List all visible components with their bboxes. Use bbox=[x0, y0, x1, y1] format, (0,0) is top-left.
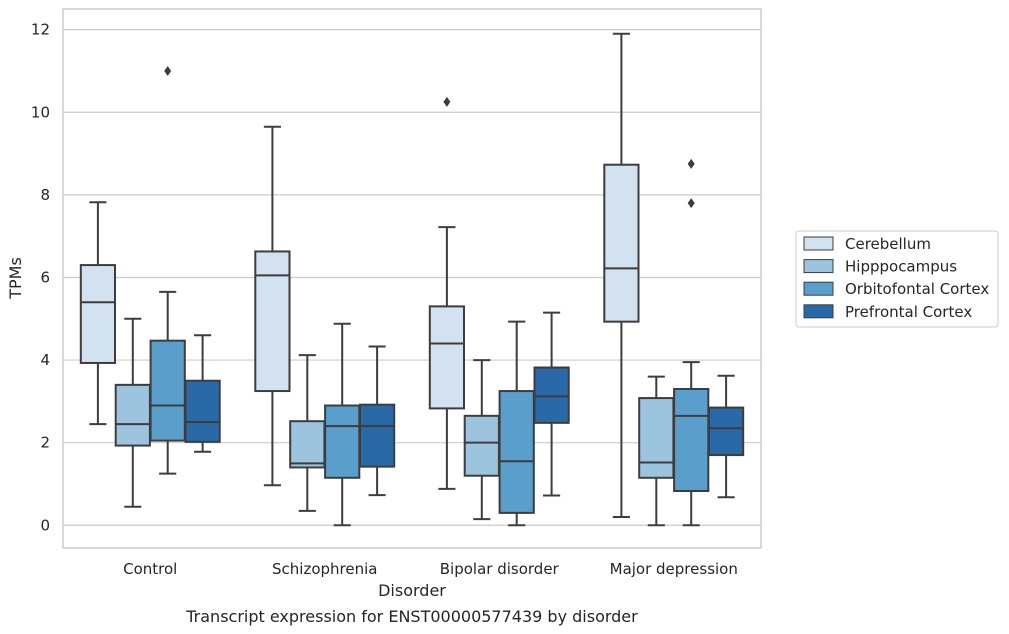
figure-caption: Transcript expression for ENST0000057743… bbox=[185, 607, 638, 626]
y-tick-label: 12 bbox=[31, 21, 50, 39]
box-hipppocampus bbox=[638, 375, 675, 527]
box-prefrontal-cortex bbox=[533, 311, 570, 497]
box bbox=[79, 264, 117, 364]
x-axis-label: Disorder bbox=[378, 581, 446, 600]
box bbox=[358, 403, 396, 468]
box bbox=[707, 406, 745, 457]
box-cerebellum bbox=[254, 125, 291, 487]
box bbox=[428, 305, 466, 410]
x-tick-label: Major depression bbox=[610, 560, 738, 578]
y-tick-label: 6 bbox=[40, 268, 50, 286]
legend-swatch bbox=[803, 259, 834, 274]
box-orbitofontal-cortex bbox=[324, 322, 361, 527]
y-tick-label: 2 bbox=[40, 434, 50, 452]
box bbox=[149, 339, 186, 442]
y-axis-label: TPMs bbox=[6, 257, 25, 300]
box bbox=[638, 397, 675, 479]
legend-swatch bbox=[803, 281, 834, 296]
box-hipppocampus bbox=[289, 354, 326, 512]
plot-frame bbox=[62, 8, 762, 549]
box bbox=[114, 383, 151, 447]
y-tick-label: 10 bbox=[31, 103, 50, 121]
y-tick-label: 4 bbox=[40, 351, 50, 369]
box bbox=[289, 420, 326, 469]
x-tick-labels: Control Schizophrenia Bipolar disorder Majo… bbox=[123, 560, 738, 578]
x-tick-label: Schizophrenia bbox=[272, 560, 377, 578]
box bbox=[498, 390, 535, 514]
box bbox=[324, 404, 361, 479]
legend-swatch bbox=[803, 304, 834, 319]
box-orbitofontal-cortex bbox=[498, 320, 535, 527]
box-hipppocampus bbox=[114, 317, 151, 508]
box-cerebellum bbox=[603, 32, 640, 519]
y-tick-label: 0 bbox=[40, 516, 50, 534]
outlier-point bbox=[687, 158, 695, 169]
box bbox=[184, 379, 221, 443]
x-tick-label: Bipolar disorder bbox=[440, 560, 560, 578]
box-prefrontal-cortex bbox=[707, 374, 745, 499]
legend-label: Cerebellum bbox=[845, 235, 931, 253]
box-hipppocampus bbox=[463, 359, 500, 521]
y-tick-label: 8 bbox=[40, 186, 50, 204]
legend-label: Prefrontal Cortex bbox=[845, 303, 972, 321]
y-tick-labels: 0 2 4 6 8 10 12 bbox=[31, 21, 50, 535]
legend: Cerebellum Hipppocampus Orbitofontal Corte… bbox=[795, 230, 999, 328]
box bbox=[673, 387, 710, 493]
box-cerebellum bbox=[79, 201, 117, 426]
x-tick-label: Control bbox=[123, 560, 177, 578]
box-cerebellum bbox=[428, 96, 466, 490]
box bbox=[463, 414, 500, 477]
box-groups bbox=[79, 32, 745, 527]
legend-label: Hipppocampus bbox=[845, 258, 957, 276]
box bbox=[533, 366, 570, 424]
legend-label: Orbitofontal Cortex bbox=[845, 280, 989, 298]
box-orbitofontal-cortex bbox=[673, 158, 710, 527]
legend-frame bbox=[795, 230, 999, 328]
legend-swatch bbox=[803, 236, 834, 251]
box-orbitofontal-cortex bbox=[149, 65, 186, 475]
box bbox=[254, 250, 291, 393]
box-prefrontal-cortex bbox=[184, 334, 221, 453]
box bbox=[603, 163, 640, 323]
outlier-point bbox=[687, 198, 695, 209]
box-prefrontal-cortex bbox=[358, 345, 396, 497]
outlier-point bbox=[164, 65, 172, 76]
outlier-point bbox=[443, 96, 451, 107]
